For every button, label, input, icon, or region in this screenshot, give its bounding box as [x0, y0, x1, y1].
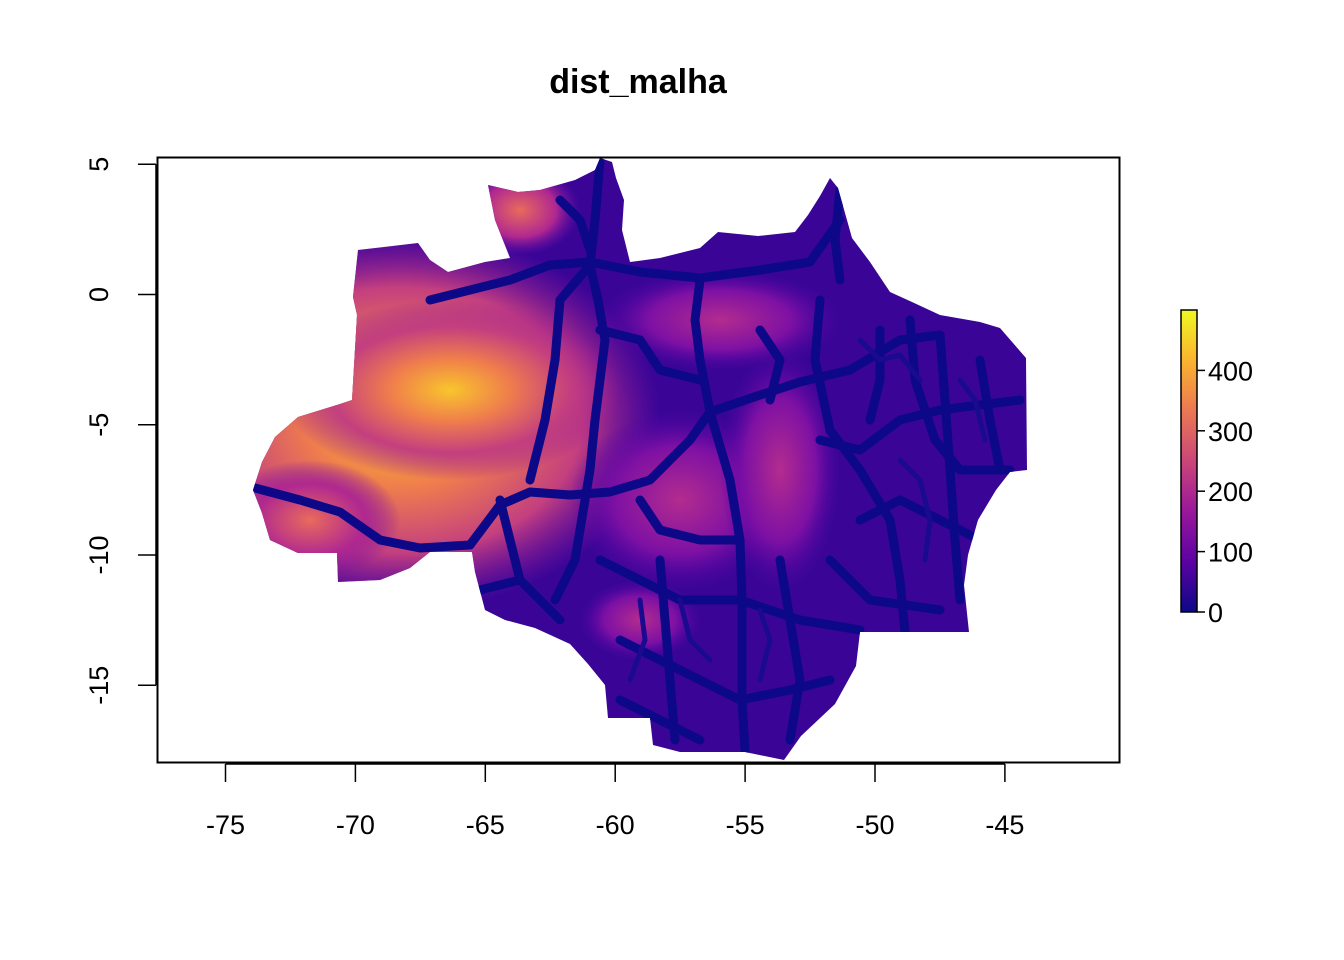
- hotspot-southwest: [253, 460, 400, 580]
- x-tick-label: -55: [726, 810, 765, 840]
- hotspot-north: [460, 165, 580, 255]
- hotspot-west-core: [280, 300, 620, 480]
- x-tick-label: -50: [855, 810, 894, 840]
- x-tick-label: -70: [336, 810, 375, 840]
- y-tick-label: -15: [84, 666, 114, 705]
- colorbar-tick-label: 300: [1208, 417, 1253, 447]
- colorbar-tick-label: 400: [1208, 356, 1253, 386]
- road-network-thin: [627, 337, 988, 683]
- plot-frame: [156, 156, 1121, 764]
- colorbar-gradient: [1180, 309, 1198, 613]
- x-axis: -75 -70 -65 -60 -55 -50 -45: [206, 763, 1024, 840]
- raster-layer: [253, 158, 1027, 760]
- legend-colorbar: 0 100 200 300 400: [1180, 309, 1253, 628]
- x-tick-label: -75: [206, 810, 245, 840]
- y-tick-label: -10: [84, 535, 114, 574]
- x-tick-label: -45: [985, 810, 1024, 840]
- y-tick-label: 0: [84, 287, 114, 302]
- x-tick-label: -60: [596, 810, 635, 840]
- colorbar-tick-label: 0: [1208, 598, 1223, 628]
- hotspot-east-central: [720, 350, 840, 590]
- colorbar-tick-label: 200: [1208, 477, 1253, 507]
- chart-title: dist_malha: [549, 63, 728, 101]
- hotspot-north-central: [600, 270, 840, 370]
- y-tick-label: -5: [84, 413, 114, 437]
- colorbar-ticks: 0 100 200 300 400: [1197, 356, 1253, 628]
- colorbar-tick-label: 100: [1208, 538, 1253, 568]
- x-tick-label: -65: [466, 810, 505, 840]
- road-network: [253, 158, 1025, 755]
- y-tick-label: 5: [84, 157, 114, 172]
- y-axis: 5 0 -5 -10 -15: [84, 157, 157, 705]
